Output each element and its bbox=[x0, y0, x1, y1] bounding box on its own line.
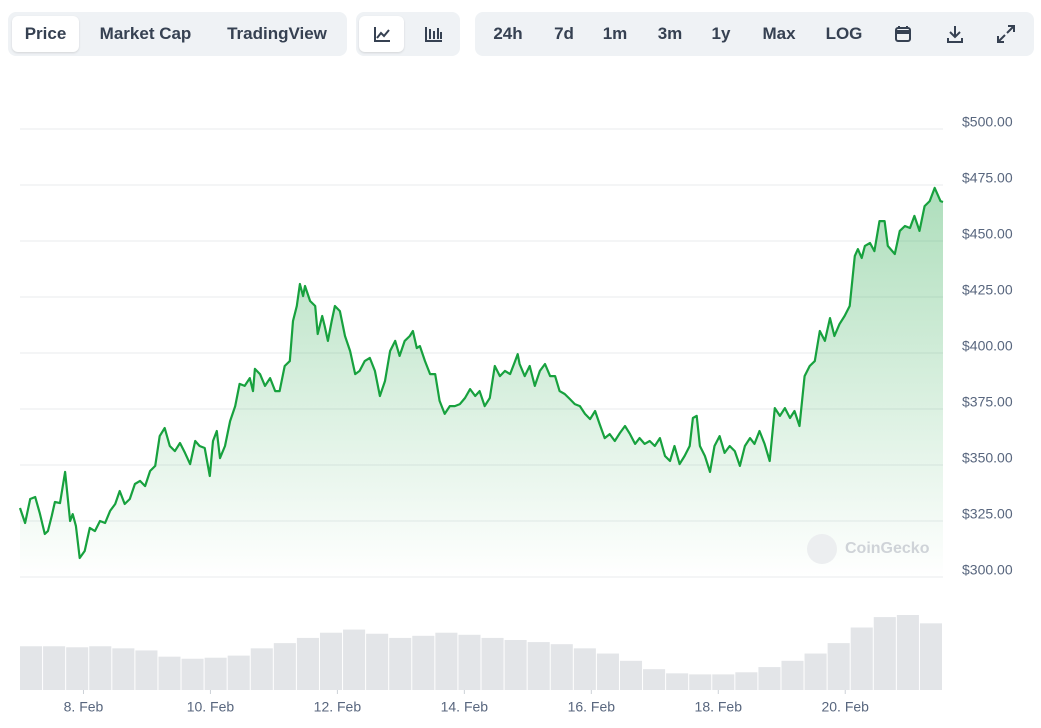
range-button[interactable]: 1y bbox=[711, 24, 731, 43]
volume-bar bbox=[758, 667, 781, 690]
volume-bar bbox=[20, 646, 43, 690]
area-fill bbox=[20, 187, 943, 577]
range-switch: 24h 7d 1m 3m 1y Max LOG bbox=[475, 12, 1034, 56]
volume-bar bbox=[896, 615, 919, 690]
volume-bar bbox=[458, 634, 481, 690]
log-button[interactable]: LOG bbox=[825, 24, 863, 43]
volume-bar bbox=[827, 643, 850, 690]
volume-bar bbox=[850, 627, 873, 690]
calendar-button[interactable] bbox=[885, 16, 921, 52]
y-tick-label: $425.00 bbox=[962, 282, 1013, 298]
volume-bar bbox=[112, 648, 135, 690]
volume-bar bbox=[250, 648, 273, 690]
volume-bar bbox=[873, 617, 896, 690]
volume-bar bbox=[343, 629, 366, 690]
price-line bbox=[18, 186, 944, 560]
view-switch: Price Market Cap TradingView bbox=[8, 12, 347, 56]
range-button[interactable]: Max bbox=[762, 24, 796, 43]
volume-bar bbox=[296, 637, 319, 690]
y-tick-label: $300.00 bbox=[962, 562, 1013, 578]
watermark: CoinGecko bbox=[807, 534, 930, 564]
volume-bar bbox=[181, 658, 204, 690]
volume-bar bbox=[527, 642, 550, 690]
download-button[interactable] bbox=[937, 16, 973, 52]
volume-bar bbox=[66, 647, 89, 690]
volume-bar bbox=[550, 644, 573, 690]
volume-bar bbox=[158, 656, 181, 690]
volume-bar bbox=[89, 646, 112, 690]
candle-icon bbox=[425, 27, 442, 42]
volume-bar bbox=[435, 632, 458, 690]
view-button[interactable]: Market Cap bbox=[99, 24, 192, 43]
volume-bar bbox=[781, 660, 804, 690]
watermark-logo bbox=[807, 534, 837, 564]
x-tick-label: 18. Feb bbox=[695, 699, 743, 715]
x-tick-label: 12. Feb bbox=[314, 699, 362, 715]
expand-icon bbox=[997, 25, 1015, 43]
volume-bar bbox=[712, 674, 735, 690]
view-button[interactable]: TradingView bbox=[227, 24, 327, 43]
y-tick-label: $475.00 bbox=[962, 170, 1013, 186]
x-tick-label: 10. Feb bbox=[187, 699, 235, 715]
range-button[interactable]: 1m bbox=[602, 24, 628, 43]
volume-bar bbox=[643, 669, 666, 690]
volume-bar bbox=[619, 660, 643, 690]
candle-style-button[interactable] bbox=[411, 16, 456, 52]
volume-bar bbox=[43, 646, 66, 690]
y-tick-label: $400.00 bbox=[962, 338, 1013, 354]
volume-bar bbox=[573, 648, 596, 690]
x-tick-label: 20. Feb bbox=[821, 699, 869, 715]
line-icon bbox=[374, 27, 390, 42]
calendar-icon bbox=[895, 26, 911, 42]
download-icon bbox=[947, 26, 963, 43]
volume-bar bbox=[919, 623, 942, 690]
watermark-text: CoinGecko bbox=[845, 540, 930, 557]
x-tick-label: 14. Feb bbox=[441, 699, 489, 715]
volume-bar bbox=[689, 674, 712, 690]
volume-bar bbox=[366, 633, 389, 690]
volume-bar bbox=[481, 637, 504, 690]
view-button[interactable]: Price bbox=[12, 16, 79, 52]
x-tick-label: 8. Feb bbox=[64, 699, 104, 715]
y-tick-label: $350.00 bbox=[962, 450, 1013, 466]
fullscreen-button[interactable] bbox=[988, 16, 1024, 52]
range-button[interactable]: 24h bbox=[493, 24, 523, 43]
volume-bar bbox=[389, 637, 412, 690]
range-button[interactable]: 7d bbox=[554, 24, 574, 43]
volume-bar bbox=[735, 672, 758, 690]
volume-bar bbox=[135, 650, 158, 690]
range-button[interactable]: 3m bbox=[657, 24, 683, 43]
volume-bar bbox=[504, 640, 527, 690]
volume-bar bbox=[804, 653, 827, 690]
x-tick-label: 16. Feb bbox=[568, 699, 616, 715]
volume-bar bbox=[204, 657, 227, 690]
volume-bar bbox=[227, 655, 250, 690]
chart-style-switch bbox=[356, 12, 460, 56]
volume-bar bbox=[273, 643, 296, 690]
y-tick-label: $375.00 bbox=[962, 394, 1013, 410]
y-tick-label: $450.00 bbox=[962, 226, 1013, 242]
volume-bar bbox=[596, 653, 619, 690]
volume-bar bbox=[412, 635, 435, 690]
volume-bar bbox=[319, 632, 343, 690]
y-tick-label: $500.00 bbox=[962, 114, 1013, 130]
line-style-button[interactable] bbox=[359, 16, 404, 52]
volume-bar bbox=[666, 673, 689, 690]
y-tick-label: $325.00 bbox=[962, 506, 1013, 522]
